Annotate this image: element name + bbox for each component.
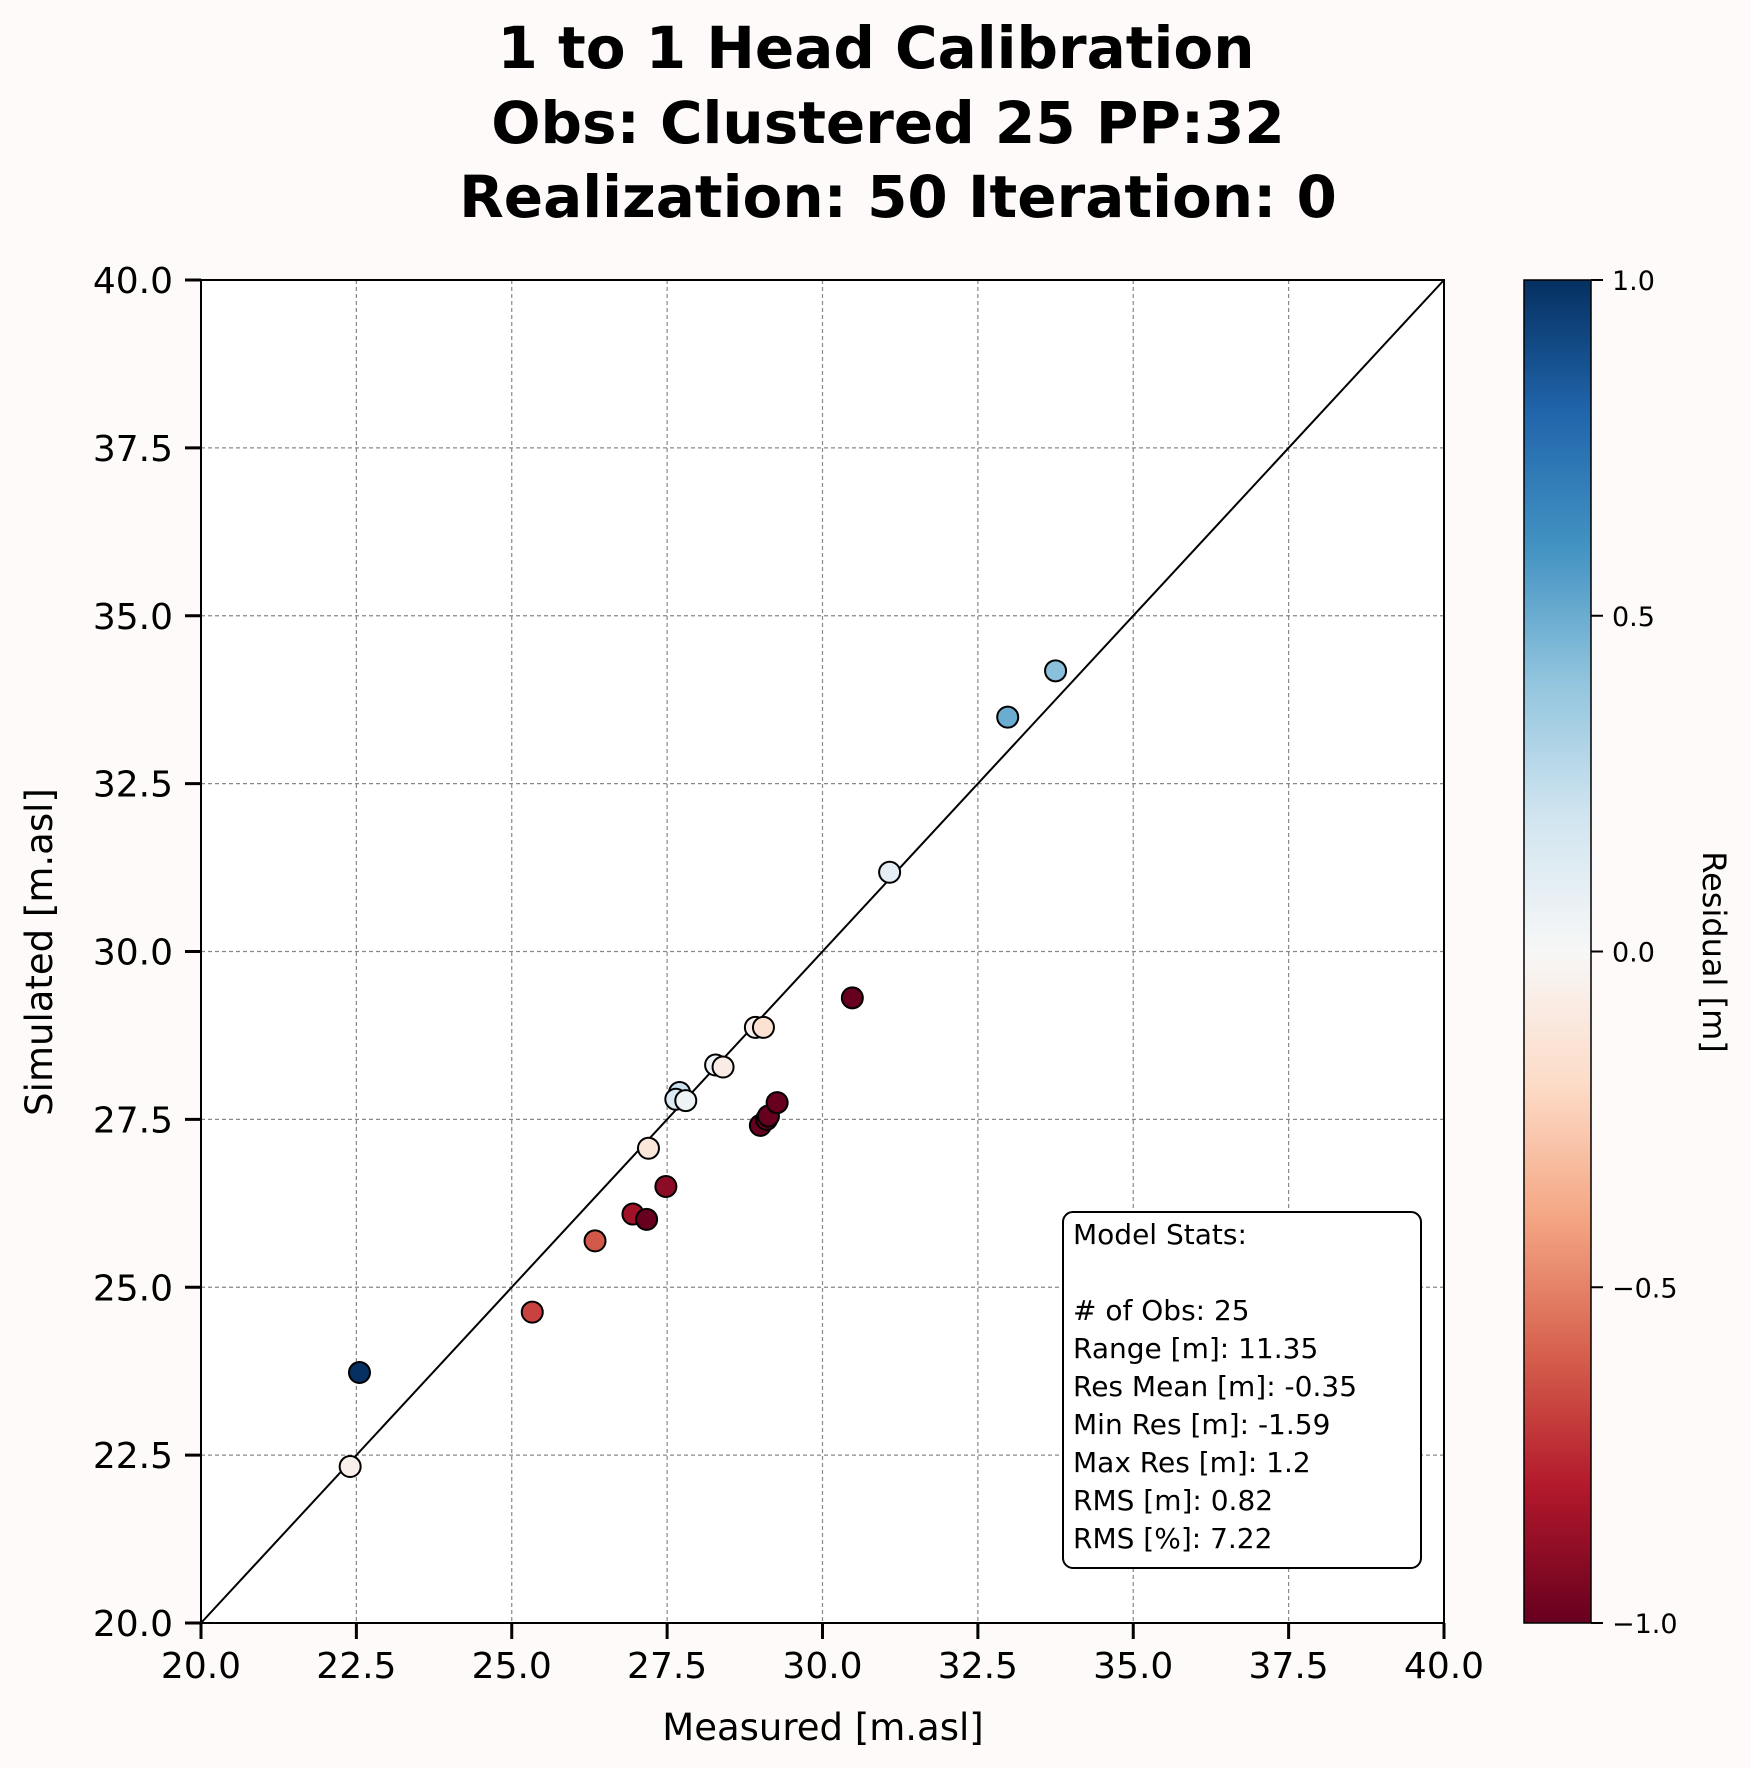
x-tick-label: 35.0 (1093, 1646, 1173, 1687)
x-tick-label: 40.0 (1404, 1646, 1484, 1687)
x-tick-label: 32.5 (938, 1646, 1018, 1687)
y-tick-label: 27.5 (93, 1100, 173, 1141)
data-point (1044, 659, 1068, 683)
data-point (840, 986, 864, 1010)
data-point (583, 1229, 607, 1253)
y-tick-label: 25.0 (93, 1268, 173, 1309)
data-point (636, 1136, 660, 1160)
y-axis-ticks: 20.0 22.5 25.0 27.5 30.0 32.5 35.0 37.5 40.0 (93, 261, 201, 1645)
x-axis-ticks: 20.0 22.5 25.0 27.5 30.0 32.5 35.0 37.5 40.0 (161, 1623, 1484, 1687)
one-to-one-line (200, 279, 1445, 1624)
stats-line: RMS [%]: 7.22 (1073, 1522, 1272, 1555)
stats-line: Min Res [m]: -1.59 (1073, 1408, 1330, 1441)
scatter-points (338, 659, 1068, 1479)
x-tick-label: 22.5 (316, 1646, 396, 1687)
data-point (878, 860, 902, 884)
y-tick-label: 35.0 (93, 597, 173, 638)
data-point (520, 1300, 544, 1324)
data-point (674, 1089, 698, 1113)
chart-title-line-3: Realization: 50 Iteration: 0 (459, 163, 1337, 231)
y-tick-label: 40.0 (93, 261, 173, 302)
y-axis-label: Simulated [m.asl] (18, 788, 61, 1116)
data-point (635, 1207, 659, 1231)
y-tick-label: 20.0 (93, 1604, 173, 1645)
x-tick-label: 20.0 (161, 1646, 241, 1687)
y-tick-label: 22.5 (93, 1436, 173, 1477)
x-axis-label: Measured [m.asl] (662, 1706, 983, 1749)
data-point (654, 1175, 678, 1199)
data-point (996, 705, 1020, 729)
x-tick-label: 27.5 (627, 1646, 707, 1687)
data-point (765, 1091, 789, 1115)
chart-title-line-1: 1 to 1 Head Calibration (497, 14, 1254, 82)
colorbar-tick-label: −1.0 (1612, 1609, 1678, 1640)
colorbar-tick-label: 0.0 (1612, 938, 1655, 969)
x-tick-label: 25.0 (472, 1646, 552, 1687)
stats-line: Max Res [m]: 1.2 (1073, 1446, 1311, 1479)
data-point (338, 1455, 362, 1479)
chart-title-line-2: Obs: Clustered 25 PP:32 (491, 89, 1285, 157)
x-tick-label: 30.0 (782, 1646, 862, 1687)
colorbar-tick-label: 0.5 (1612, 602, 1655, 633)
x-tick-label: 37.5 (1249, 1646, 1329, 1687)
y-tick-label: 37.5 (93, 429, 173, 470)
colorbar (1523, 279, 1592, 1624)
colorbar-label: Residual [m] (1695, 851, 1733, 1052)
y-tick-label: 32.5 (93, 765, 173, 806)
stats-text: Model Stats: # of Obs: 25 Range [m]: 11.35… (1073, 1218, 1357, 1555)
data-point (711, 1055, 735, 1079)
stats-line: Range [m]: 11.35 (1073, 1332, 1318, 1365)
stats-line: # of Obs: 25 (1073, 1294, 1250, 1327)
colorbar-tick-label: −0.5 (1612, 1273, 1678, 1304)
stats-line: RMS [m]: 0.82 (1073, 1484, 1273, 1517)
colorbar-tick-label: 1.0 (1612, 266, 1655, 297)
colorbar-ticks: 1.0 0.5 0.0 −0.5 −1.0 (1591, 266, 1678, 1640)
y-tick-label: 30.0 (93, 933, 173, 974)
stats-box (1062, 1211, 1422, 1569)
data-point (751, 1015, 775, 1039)
stats-line: Res Mean [m]: -0.35 (1073, 1370, 1357, 1403)
data-point (347, 1361, 371, 1385)
stats-line: Model Stats: (1073, 1218, 1247, 1251)
